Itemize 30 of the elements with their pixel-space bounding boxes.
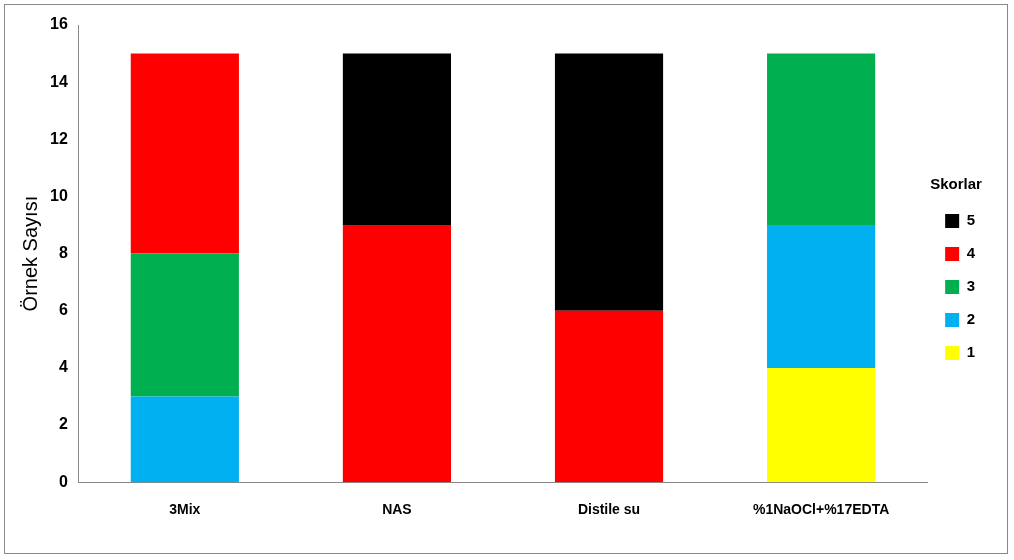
y-tick-label: 8	[58, 244, 68, 262]
bar	[554, 310, 664, 483]
legend-label: 3	[966, 277, 975, 295]
bar	[342, 53, 452, 226]
x-tick-label: NAS	[382, 501, 412, 518]
bar	[130, 53, 239, 254]
bar	[767, 367, 876, 483]
bar	[130, 253, 239, 397]
x-tick-label: Distile su	[577, 501, 641, 518]
bar	[554, 53, 664, 311]
y-tick-label: 6	[58, 301, 68, 319]
x-tick-label: %1NaOCl+%17EDTA	[752, 501, 890, 518]
x-tick-label: 3Mix	[169, 501, 201, 518]
y-tick-label: 14	[50, 72, 68, 90]
y-axis-title: Örnek Sayısı	[18, 195, 41, 312]
y-tick-label: 16	[50, 15, 68, 33]
legend-label: 1	[966, 343, 975, 361]
y-tick-label: 2	[58, 415, 68, 433]
y-tick-label: 10	[50, 186, 68, 204]
legend-label: 5	[966, 211, 975, 229]
legend-title: Skorlar	[930, 175, 983, 193]
y-tick-label: 12	[50, 129, 68, 147]
bar	[767, 53, 876, 226]
legend-label: 2	[966, 310, 975, 328]
bar	[130, 396, 239, 483]
y-tick-label: 4	[58, 358, 68, 376]
bar	[767, 225, 876, 368]
y-tick-label: 0	[58, 472, 68, 490]
legend-label: 4	[966, 244, 976, 262]
bar	[342, 225, 452, 483]
